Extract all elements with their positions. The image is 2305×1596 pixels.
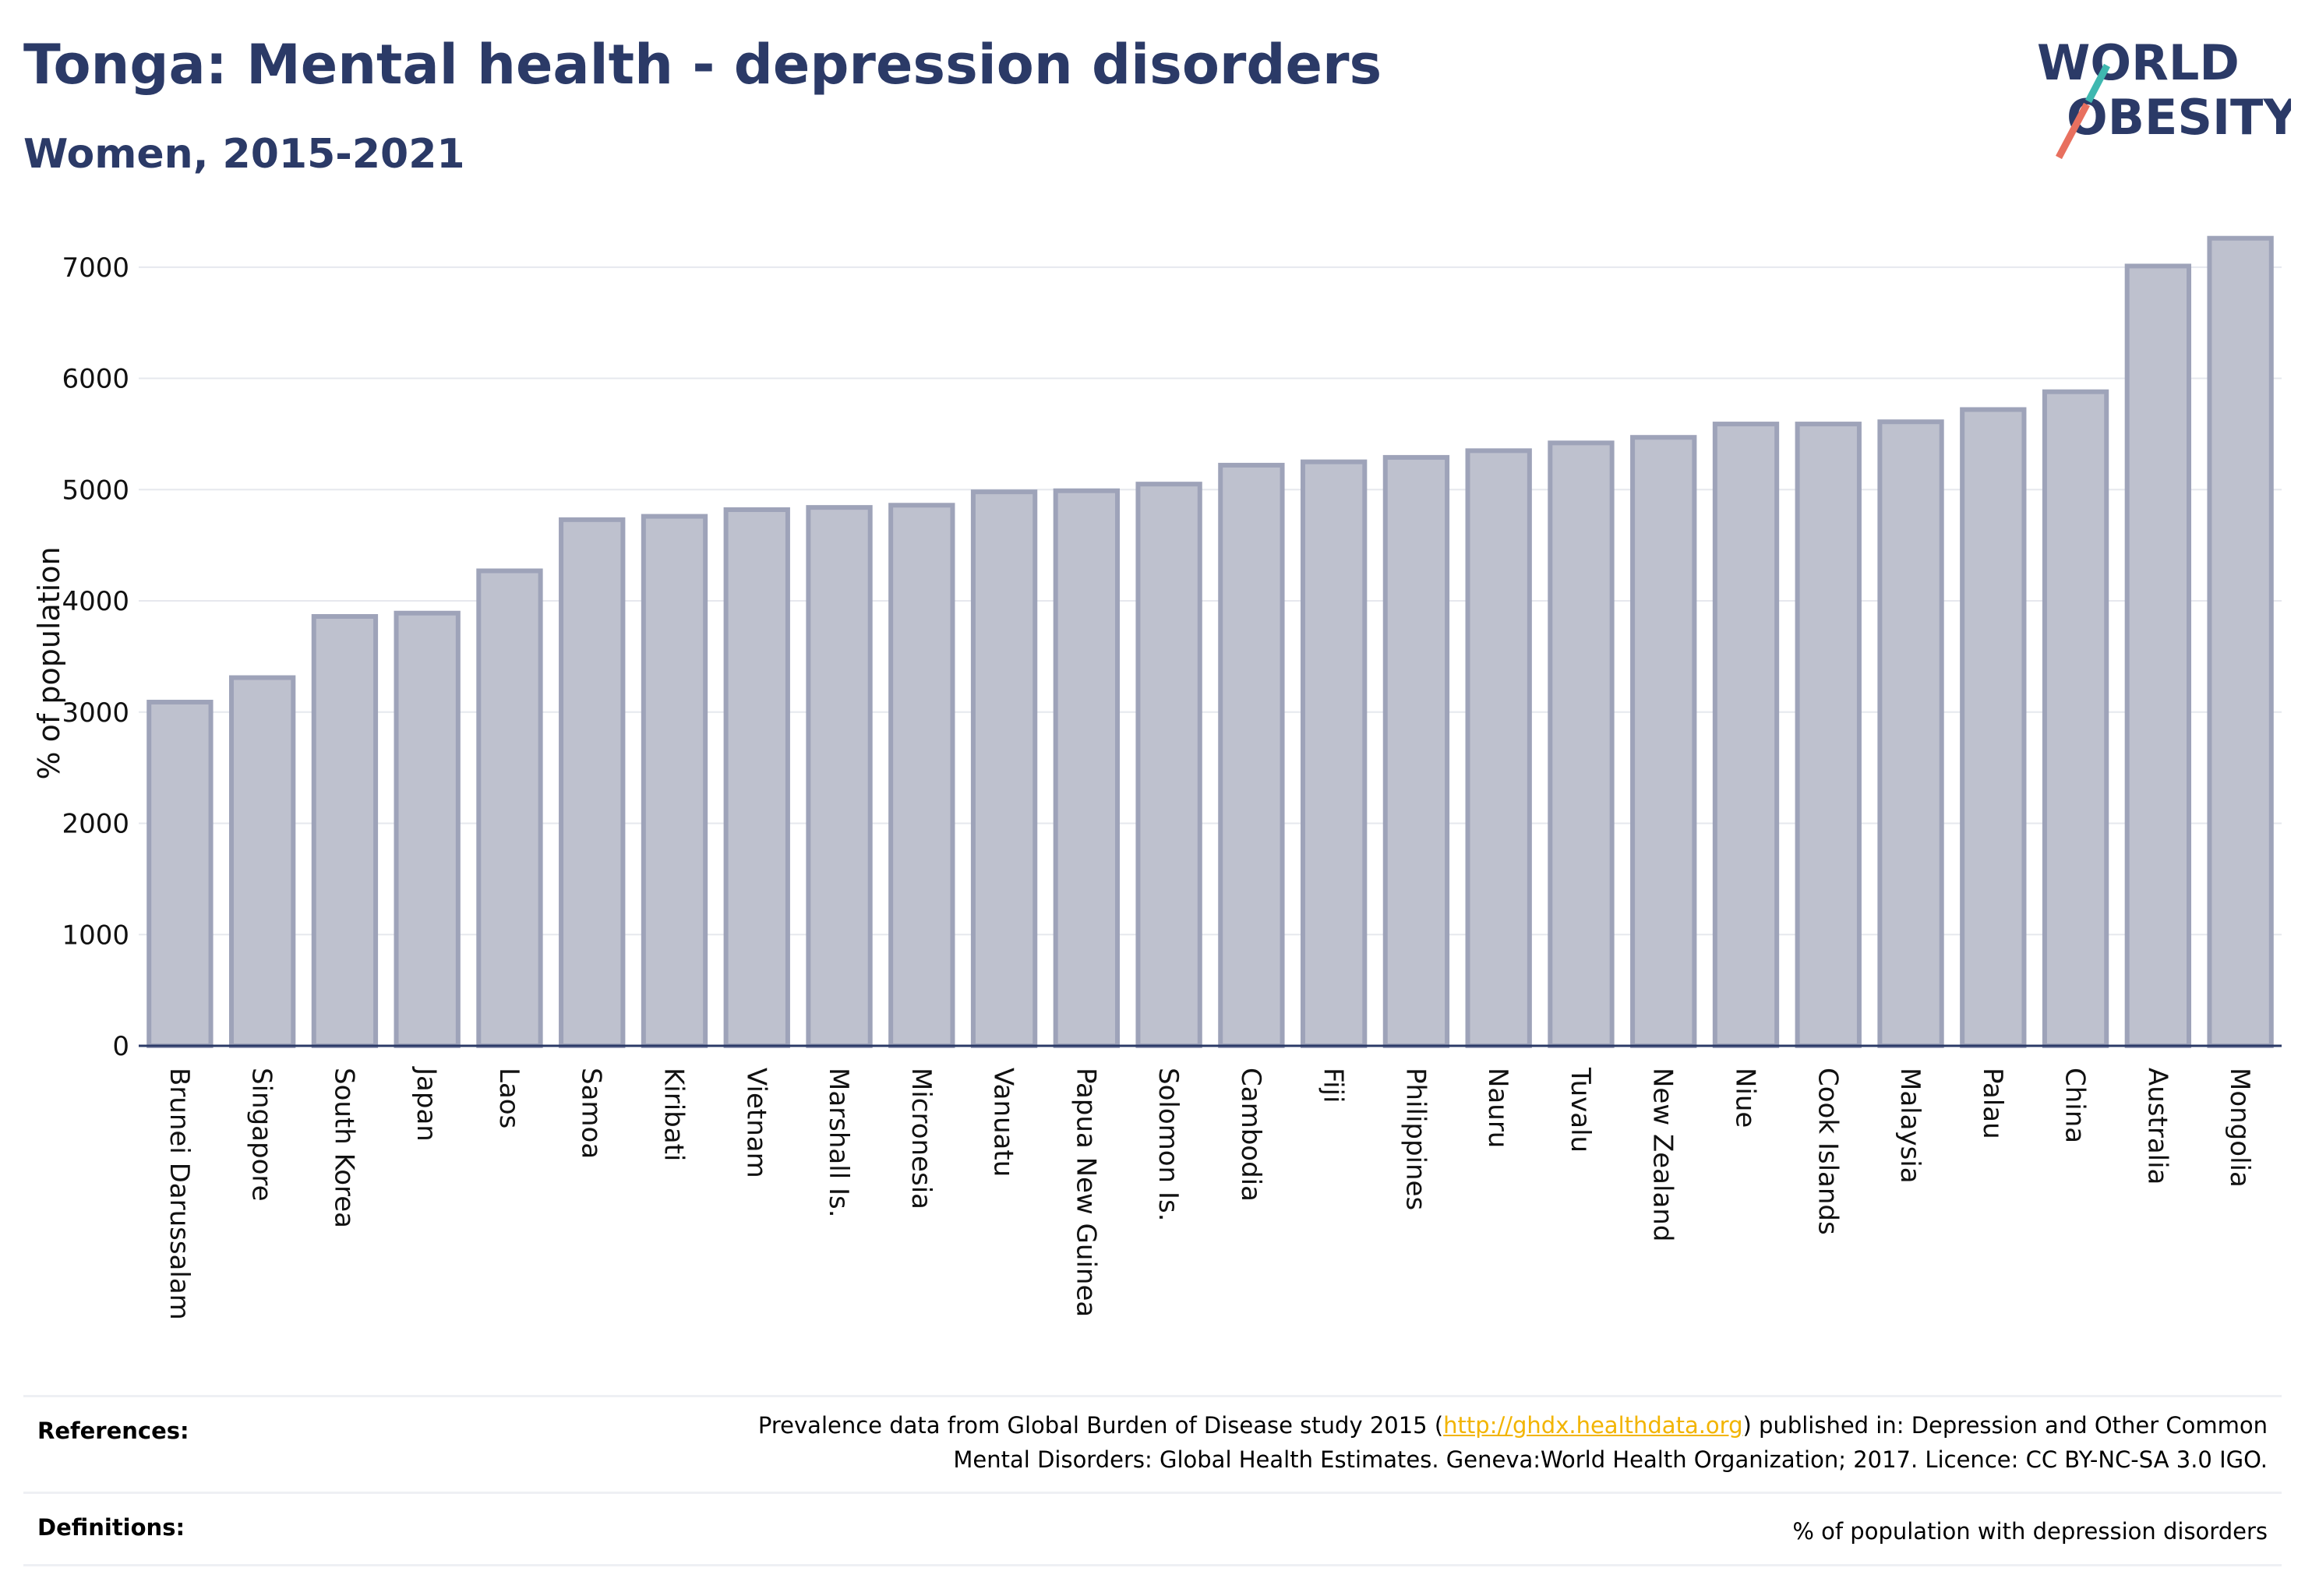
bar xyxy=(2124,263,2192,1048)
bar xyxy=(2207,235,2274,1048)
y-tick-label: 4000 xyxy=(62,586,129,617)
x-tick-label: Japan xyxy=(411,1066,442,1142)
x-tick-label: Marshall Is. xyxy=(823,1068,854,1218)
logo-word-world: WORLD xyxy=(2037,34,2240,91)
world-obesity-logo: WORLD OBESITY xyxy=(2037,34,2291,160)
page-title: Tonga: Mental health - depression disord… xyxy=(23,33,1382,97)
references-label: References: xyxy=(37,1418,189,1444)
y-tick-label: 0 xyxy=(112,1031,129,1062)
bar xyxy=(1877,419,1944,1048)
x-tick-label: Australia xyxy=(2141,1068,2173,1185)
x-tick-label: Niue xyxy=(1730,1068,1761,1128)
x-tick-label: Vietnam xyxy=(740,1068,771,1178)
bar xyxy=(228,675,296,1048)
y-tick-label: 2000 xyxy=(62,809,129,840)
y-tick-label: 7000 xyxy=(62,252,129,284)
x-tick-label: Nauru xyxy=(1482,1068,1513,1148)
x-tick-label: Philippines xyxy=(1400,1068,1431,1210)
bar xyxy=(1960,407,2027,1048)
bar xyxy=(146,699,214,1049)
page-subtitle: Women, 2015-2021 xyxy=(23,131,465,178)
x-tick-label: Solomon Is. xyxy=(1152,1068,1184,1221)
references-text: Prevalence data from Global Burden of Di… xyxy=(758,1408,2268,1477)
definitions-row: Definitions: % of population with depres… xyxy=(23,1492,2282,1566)
references-text-after: ) published in: Depression and Other Com… xyxy=(1742,1412,2268,1439)
references-link[interactable]: http://ghdx.healthdata.org xyxy=(1443,1412,1743,1439)
x-tick-label: Palau xyxy=(1977,1068,2008,1139)
x-tick-label: Malaysia xyxy=(1894,1068,1926,1184)
x-tick-label: Fiji xyxy=(1318,1068,1349,1103)
references-row: References: Prevalence data from Global … xyxy=(23,1395,2282,1494)
bar xyxy=(1300,459,1368,1048)
x-tick-label: Tuvalu xyxy=(1565,1067,1596,1153)
x-tick-label: Micronesia xyxy=(905,1068,937,1209)
x-tick-label: Cambodia xyxy=(1235,1068,1266,1202)
logo-slash-red xyxy=(2056,102,2090,160)
x-tick-label: South Korea xyxy=(328,1068,359,1228)
bar xyxy=(641,514,708,1048)
y-tick-label: 3000 xyxy=(62,697,129,729)
x-tick-label: Singapore xyxy=(246,1068,277,1202)
definitions-label: Definitions: xyxy=(37,1514,185,1541)
bar-chart: 0 1000 2000 3000 4000 5000 6000 7000 % of popula… xyxy=(32,235,2282,1320)
bar xyxy=(970,489,1038,1048)
y-axis-label: % of population xyxy=(32,546,66,779)
bar xyxy=(806,505,873,1048)
x-tick-label: Samoa xyxy=(576,1068,607,1159)
bar xyxy=(723,507,790,1048)
bar xyxy=(394,610,461,1048)
x-tick-label: Laos xyxy=(493,1068,524,1128)
bar xyxy=(559,517,626,1048)
bar xyxy=(1548,440,1615,1048)
bar xyxy=(1712,422,1780,1048)
x-tick-label: Papua New Guinea xyxy=(1070,1068,1101,1317)
bar xyxy=(1053,488,1121,1048)
bar xyxy=(1218,462,1285,1048)
x-tick-label: Mongolia xyxy=(2224,1068,2255,1188)
logo-word-obesity: OBESITY xyxy=(2067,89,2291,146)
x-tick-label: Cook Islands xyxy=(1812,1068,1843,1235)
y-tick-label: 6000 xyxy=(62,364,129,395)
bar xyxy=(1630,435,1697,1048)
bar xyxy=(1135,482,1202,1048)
bar xyxy=(888,503,955,1048)
x-tick-label: New Zealand xyxy=(1647,1068,1678,1241)
bar xyxy=(1795,422,1862,1048)
bar xyxy=(311,614,379,1048)
x-tick-label: China xyxy=(2060,1068,2091,1143)
bar xyxy=(476,568,543,1048)
bar xyxy=(2042,389,2109,1048)
bar xyxy=(1465,448,1532,1048)
x-tick-label: Brunei Darussalam xyxy=(164,1068,195,1320)
y-tick-label: 5000 xyxy=(62,475,129,506)
references-line-2: Mental Disorders: Global Health Estimate… xyxy=(953,1446,2268,1473)
bar xyxy=(1382,454,1450,1048)
x-tick-label: Vanuatu xyxy=(988,1068,1019,1177)
x-tick-label: Kiribati xyxy=(658,1068,690,1161)
references-line-1: Prevalence data from Global Burden of Di… xyxy=(758,1408,2268,1442)
definitions-text: % of population with depression disorder… xyxy=(1792,1518,2268,1545)
references-text-before: Prevalence data from Global Burden of Di… xyxy=(757,1412,1444,1439)
logo-slash-teal xyxy=(2085,63,2110,104)
y-tick-label: 1000 xyxy=(62,920,129,951)
